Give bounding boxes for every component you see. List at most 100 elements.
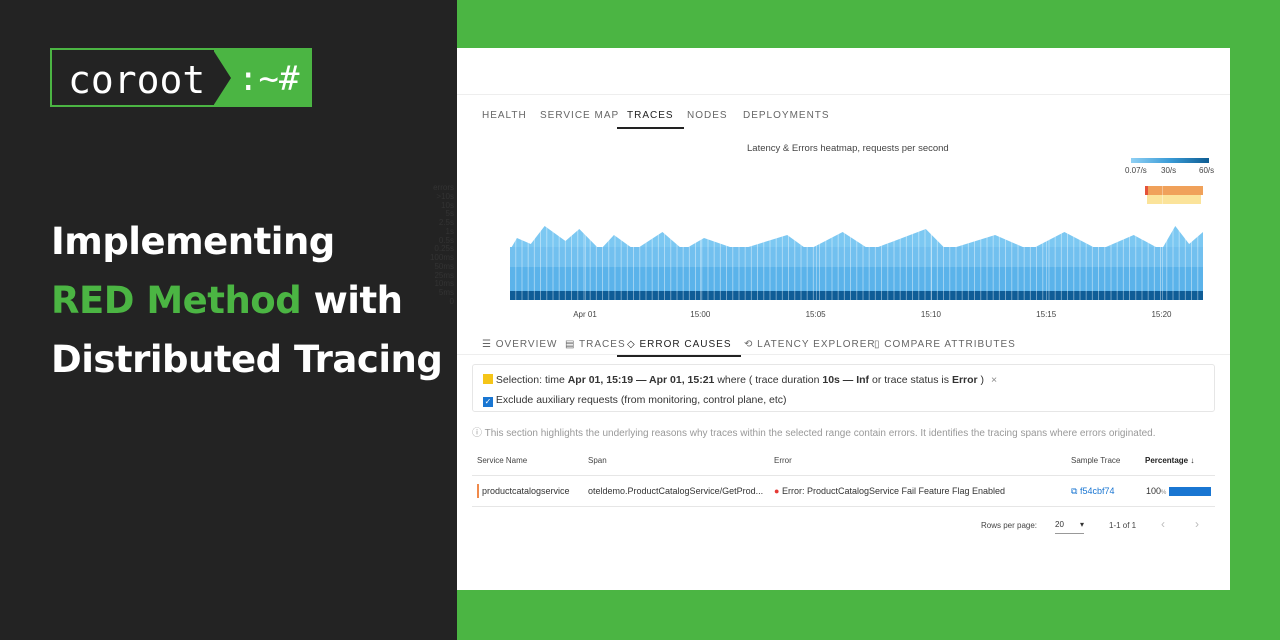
dropdown-arrow[interactable]: ▾ bbox=[1079, 520, 1084, 529]
selection-swatch bbox=[483, 374, 493, 384]
headline: RED Method with bbox=[51, 279, 403, 322]
x-label: 15:15 bbox=[1036, 310, 1057, 319]
divider bbox=[472, 506, 1215, 507]
cell-text: Error: ProductCatalogService Fail Featur… bbox=[781, 486, 1006, 496]
heatmap-title: Latency & Errors heatmap, requests per s… bbox=[747, 143, 949, 154]
x-label: 15:00 bbox=[690, 310, 711, 319]
rows-per-page-select[interactable]: 20 ▾ bbox=[1055, 520, 1084, 534]
x-label: 15:20 bbox=[1151, 310, 1172, 319]
subtab-label[interactable]: COMPARE ATTRIBUTES bbox=[884, 339, 1016, 350]
divider bbox=[457, 94, 1230, 95]
page-range: 1-1 of 1 bbox=[1109, 521, 1137, 530]
y-label: 0 bbox=[449, 296, 454, 306]
headline: Implementing bbox=[51, 220, 335, 263]
x-label: 15:05 bbox=[805, 310, 826, 319]
cell: oteldemo.ProductCatalogService/GetProd..… bbox=[588, 486, 764, 496]
error-cells bbox=[1145, 186, 1203, 195]
subtab[interactable]: ☰ OVERVIEW bbox=[482, 339, 558, 350]
tab[interactable]: SERVICE MAP bbox=[540, 110, 620, 121]
selection-band bbox=[1147, 195, 1201, 204]
row-marker bbox=[477, 484, 479, 498]
legend-label: 30/s bbox=[1161, 166, 1177, 175]
exclude-option[interactable]: ✓ Exclude auxiliary requests (from monit… bbox=[483, 394, 787, 407]
subtab-label[interactable]: ERROR CAUSES bbox=[639, 339, 732, 350]
subtab[interactable]: ▤ TRACES bbox=[565, 339, 626, 350]
error-icon: ● bbox=[774, 486, 780, 496]
percentage-unit: % bbox=[1161, 490, 1167, 496]
y-label: 25ms bbox=[434, 270, 454, 280]
selection-part: 10s — Inf bbox=[822, 374, 870, 386]
y-label: 10ms bbox=[434, 279, 454, 289]
checkbox[interactable]: ✓ bbox=[483, 397, 493, 407]
headline-highlight: RED Method bbox=[51, 279, 302, 322]
column-header: Error bbox=[774, 456, 792, 465]
trace-link[interactable]: f54cbf74 bbox=[1079, 486, 1115, 496]
y-label: 5ms bbox=[438, 288, 454, 297]
y-label: 10s bbox=[441, 200, 454, 210]
legend-label: 0.07/s bbox=[1125, 166, 1147, 175]
percentage-bar bbox=[1169, 487, 1211, 496]
grid-line bbox=[700, 185, 702, 302]
y-label: 0.5s bbox=[438, 235, 454, 245]
headline-text: with bbox=[313, 279, 403, 322]
tab-active[interactable]: TRACES bbox=[617, 110, 684, 129]
grid-line bbox=[1046, 185, 1048, 302]
note: ⓘ This section highlights the underlying… bbox=[472, 428, 1156, 439]
next-page[interactable]: › bbox=[1195, 517, 1199, 531]
divider bbox=[472, 475, 1215, 476]
selection-part: or trace status is bbox=[869, 374, 952, 386]
grid-line bbox=[815, 185, 817, 302]
selection-text: Selection: time Apr 01, 15:19 — Apr 01, … bbox=[483, 374, 997, 386]
y-label: errors bbox=[433, 183, 454, 192]
y-label: 50ms bbox=[434, 261, 454, 271]
selection-part: Apr 01, 15:19 — Apr 01, 15:21 bbox=[567, 374, 715, 386]
divider bbox=[457, 354, 1230, 355]
exclude-label[interactable]: Exclude auxiliary requests (from monitor… bbox=[495, 394, 787, 406]
rows-per-page[interactable]: 20 bbox=[1055, 520, 1064, 529]
column-header-label[interactable]: Percentage bbox=[1145, 456, 1189, 465]
subtab-active[interactable]: ◇ ERROR CAUSES bbox=[617, 339, 742, 357]
subtab-label[interactable]: OVERVIEW bbox=[495, 339, 558, 350]
cell[interactable]: ⧉ f54cbf74 bbox=[1071, 486, 1115, 496]
x-label: Apr 01 bbox=[573, 310, 597, 319]
grid-line bbox=[930, 185, 932, 302]
heatmap-grid bbox=[510, 185, 1203, 302]
grid-line bbox=[585, 185, 586, 302]
selection-part: Selection: time bbox=[495, 374, 568, 386]
subtab[interactable]: ▯ COMPARE ATTRIBUTES bbox=[874, 339, 1016, 350]
x-label: 15:10 bbox=[920, 310, 941, 319]
cell: ● Error: ProductCatalogService Fail Feat… bbox=[774, 486, 1005, 496]
tab[interactable]: DEPLOYMENTS bbox=[743, 110, 830, 121]
tab[interactable]: HEALTH bbox=[482, 110, 527, 121]
prev-page[interactable]: ‹ bbox=[1161, 517, 1165, 531]
cell: 100% bbox=[1146, 486, 1166, 496]
heatmap bbox=[510, 185, 1203, 302]
selection-part: where ( trace duration bbox=[714, 374, 823, 386]
tab[interactable]: NODES bbox=[687, 110, 728, 121]
subtab-label[interactable]: TRACES bbox=[579, 339, 626, 350]
logo-prompt: :~# bbox=[214, 50, 310, 105]
y-label: 1s bbox=[445, 226, 454, 236]
percentage: 100 bbox=[1146, 486, 1162, 496]
subtab-label[interactable]: LATENCY EXPLORER bbox=[757, 339, 876, 350]
subtab[interactable]: ⟲ LATENCY EXPLORER bbox=[744, 339, 876, 350]
clear-selection[interactable]: × bbox=[990, 374, 998, 386]
legend-label: 60/s bbox=[1199, 166, 1215, 175]
grid-line bbox=[1161, 185, 1163, 302]
y-label: 0.25s bbox=[434, 244, 454, 254]
y-label: 5s bbox=[445, 209, 454, 219]
y-label: 100ms bbox=[429, 253, 454, 262]
logo-name: coroot bbox=[68, 58, 206, 102]
cell: productcatalogservice bbox=[482, 486, 570, 496]
headline: Distributed Tracing bbox=[51, 338, 443, 381]
legend-scale bbox=[1131, 158, 1209, 163]
selection-part: ) bbox=[977, 374, 985, 386]
note-text: This section highlights the underlying r… bbox=[484, 428, 1156, 439]
selection-part: Error bbox=[951, 374, 978, 386]
selection-box: Selection: time Apr 01, 15:19 — Apr 01, … bbox=[472, 364, 1215, 412]
app-screenshot: HEALTH SERVICE MAP TRACES NODES DEPLOYME… bbox=[430, 48, 1230, 590]
column-header[interactable]: Percentage ↓ bbox=[1145, 456, 1195, 465]
column-header: Sample Trace bbox=[1071, 456, 1121, 465]
